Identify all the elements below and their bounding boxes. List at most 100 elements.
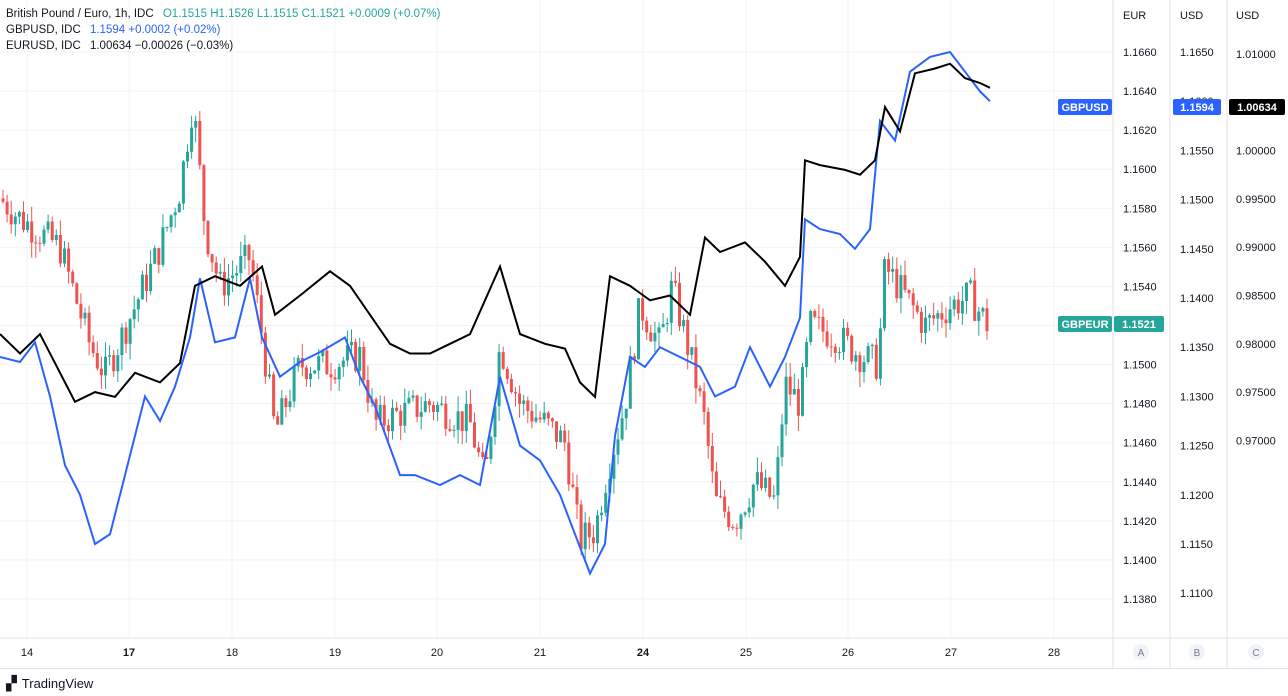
candle-body <box>842 327 845 353</box>
candle <box>887 252 891 285</box>
candle-body <box>620 418 624 440</box>
candle-body <box>727 511 731 528</box>
candle-body <box>805 342 809 368</box>
candle-body <box>9 214 13 225</box>
candle <box>473 412 476 449</box>
candle <box>911 287 915 319</box>
candle-body <box>173 212 177 216</box>
candle-body <box>505 368 509 379</box>
candle-body <box>427 401 431 406</box>
candle <box>432 401 435 421</box>
axis-tick-eur: 1.1640 <box>1123 86 1157 98</box>
candle <box>710 432 714 484</box>
axis-tick-eur: 1.1380 <box>1123 594 1157 606</box>
candle <box>509 373 513 394</box>
candle-body <box>132 309 136 320</box>
candle <box>624 408 628 430</box>
candle <box>9 200 13 234</box>
time-tick: 28 <box>1048 647 1060 659</box>
candle-body <box>735 527 739 529</box>
candle <box>337 363 341 391</box>
candle <box>489 435 493 465</box>
candle-body <box>702 391 706 412</box>
legend-gbpusd-symbol: GBPUSD, IDC <box>6 24 81 36</box>
scale-button-usd2[interactable]: C <box>1248 644 1264 660</box>
candle-body <box>546 412 550 419</box>
candle <box>591 524 595 553</box>
candle <box>210 253 214 272</box>
candle <box>620 405 624 441</box>
price-chart[interactable]: EUR 1.1660 1.1640 1.1620 1.1600 1.1580 1.1560 1… <box>0 0 1288 668</box>
candle <box>272 371 276 420</box>
candle <box>415 394 419 423</box>
candle <box>71 269 75 287</box>
candle <box>555 421 558 450</box>
candle-body <box>157 248 161 265</box>
candle-body <box>415 395 419 417</box>
candle <box>382 396 386 435</box>
candle-body <box>571 484 575 488</box>
candle-body <box>936 313 940 319</box>
candle <box>280 390 284 426</box>
candle <box>801 362 804 417</box>
candle <box>813 308 817 319</box>
candle-body <box>42 229 46 244</box>
axis-tick-usd2: 0.99500 <box>1236 194 1276 206</box>
candle-body <box>891 268 895 272</box>
candle-body <box>874 344 878 379</box>
scale-button-bg <box>1133 644 1149 660</box>
candle <box>829 333 833 358</box>
candle <box>120 323 124 371</box>
candle-body <box>591 537 595 544</box>
candle-body <box>378 404 382 420</box>
candle <box>567 430 571 492</box>
candle <box>682 314 686 333</box>
candle-body <box>325 350 329 375</box>
candle <box>522 394 526 416</box>
axis-tick-eur: 1.1420 <box>1123 516 1157 528</box>
candle <box>177 201 181 213</box>
candle-body <box>452 429 456 431</box>
candle <box>821 308 825 343</box>
candle-body <box>509 378 513 393</box>
scale-button-eur[interactable]: A <box>1133 644 1149 660</box>
candle <box>440 396 444 407</box>
axis-tick-usd2: 0.97000 <box>1236 435 1276 447</box>
axis-tick-usd1: 1.1400 <box>1180 293 1214 305</box>
candle-body <box>862 362 866 373</box>
scale-button-usd1[interactable]: B <box>1189 644 1205 660</box>
candle-body <box>579 504 583 550</box>
grid <box>0 0 1113 638</box>
candle <box>735 523 739 537</box>
candle <box>116 349 120 382</box>
candle-body <box>190 127 194 152</box>
candle-body <box>222 271 226 296</box>
candle-body <box>628 356 632 409</box>
candle <box>448 419 452 433</box>
candle <box>54 229 58 246</box>
candle <box>79 293 83 329</box>
candle-body <box>632 356 636 360</box>
tradingview-logo-icon: ▞ <box>6 675 17 691</box>
tradingview-logo[interactable]: ▞ TradingView <box>6 675 93 692</box>
axis-tick-usd1: 1.1150 <box>1180 539 1213 551</box>
candle-body <box>952 299 956 310</box>
candle-body <box>522 400 526 404</box>
time-tick: 21 <box>534 647 546 659</box>
candle-body <box>616 439 620 455</box>
candle-body <box>5 201 9 215</box>
candle-body <box>17 211 21 217</box>
candle-body <box>272 374 276 417</box>
candle-body <box>714 471 718 497</box>
candle <box>333 368 337 384</box>
candle-body <box>583 522 587 550</box>
axis-eur: EUR 1.1660 1.1640 1.1620 1.1600 1.1580 1.1560 1… <box>1123 10 1157 606</box>
candle-body <box>768 477 772 497</box>
axis-tick-usd1: 1.1250 <box>1180 441 1214 453</box>
candle-body <box>870 344 874 347</box>
candle <box>186 144 189 168</box>
candle <box>391 399 394 440</box>
candle <box>403 388 407 433</box>
candle-body <box>637 298 640 360</box>
candle-body <box>251 260 255 276</box>
